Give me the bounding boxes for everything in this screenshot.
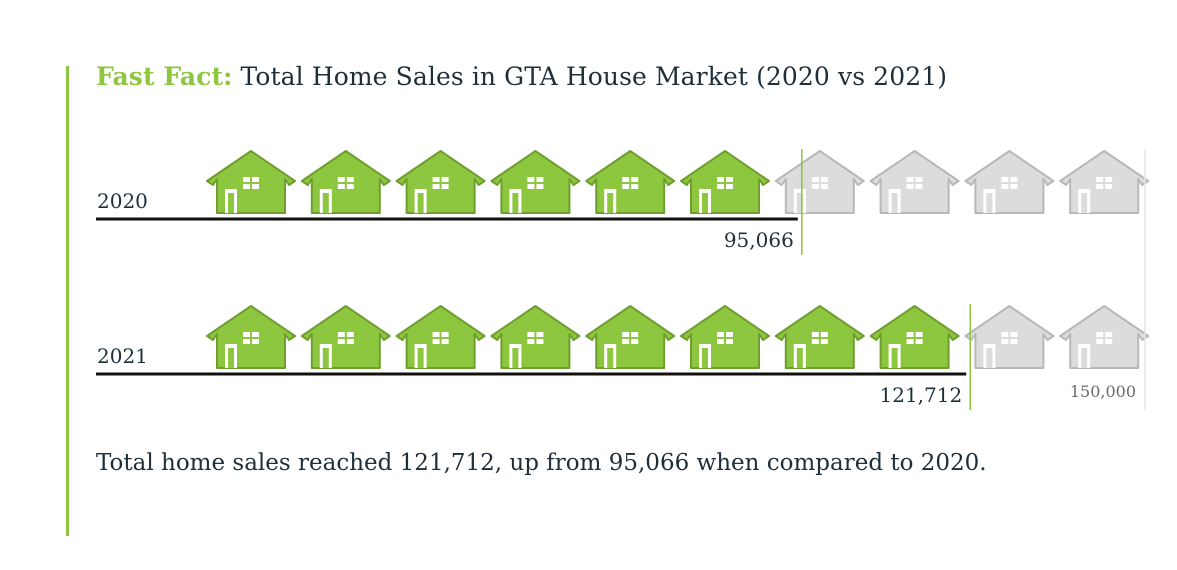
house-icon-filled — [869, 305, 960, 369]
max-value-label: 150,000 — [1070, 382, 1136, 401]
house-icon-filled — [395, 150, 486, 214]
house-icon-filled — [585, 305, 676, 369]
value-label: 121,712 — [880, 383, 963, 407]
house-icon-filled — [680, 305, 770, 369]
house-icon-filled — [774, 305, 865, 369]
row-2021: 2021 121,712 — [96, 304, 1150, 410]
caption: Total home sales reached 121,712, up fro… — [96, 450, 987, 476]
house-icon-empty — [1059, 150, 1150, 214]
house-icon-empty — [1059, 305, 1150, 369]
value-label: 95,066 — [724, 228, 794, 252]
house-icon-filled — [585, 150, 676, 214]
house-icon-filled — [395, 305, 486, 369]
chart-title: Fast Fact: Total Home Sales in GTA House… — [96, 62, 947, 91]
title-text: Total Home Sales in GTA House Market (20… — [240, 62, 948, 91]
row-2020: 2020 95,066 — [96, 149, 1150, 255]
house-icon-empty — [774, 150, 865, 214]
house-icon-filled — [300, 150, 391, 214]
row-label: 2020 — [97, 189, 148, 213]
house-pictograph-chart: 2020 95,066 2021 121,712 150,000 — [96, 149, 1150, 410]
house-icon-empty — [964, 305, 1055, 369]
house-icon-filled — [206, 150, 296, 214]
house-icon-filled — [490, 305, 581, 369]
house-icon-empty — [964, 150, 1055, 214]
row-label: 2021 — [97, 344, 148, 368]
house-icon-filled — [300, 305, 391, 369]
title-prefix: Fast Fact: — [96, 62, 233, 91]
house-icon-filled — [490, 150, 581, 214]
house-icon-filled — [680, 150, 770, 214]
house-icon-empty — [869, 150, 960, 214]
house-icon-filled — [206, 305, 296, 369]
accent-bar — [66, 66, 69, 536]
